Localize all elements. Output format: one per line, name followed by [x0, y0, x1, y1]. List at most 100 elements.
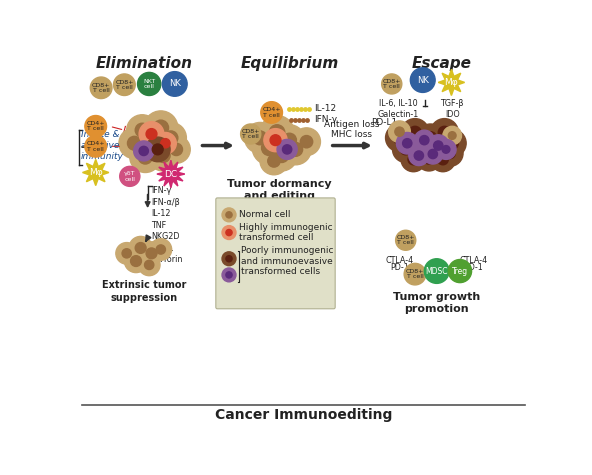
Circle shape: [119, 128, 150, 159]
Circle shape: [260, 102, 282, 123]
Text: Mφ: Mφ: [89, 168, 102, 177]
Circle shape: [85, 115, 107, 137]
Circle shape: [438, 129, 466, 157]
Circle shape: [244, 123, 275, 153]
Circle shape: [222, 226, 236, 239]
Circle shape: [222, 252, 236, 266]
Circle shape: [116, 243, 137, 264]
Text: MDSC: MDSC: [426, 266, 448, 276]
Circle shape: [436, 139, 456, 160]
Circle shape: [430, 119, 458, 146]
Text: Tumor dormancy
and editing: Tumor dormancy and editing: [227, 179, 332, 201]
Circle shape: [226, 229, 232, 236]
Text: NKT
cell: NKT cell: [143, 79, 155, 89]
Circle shape: [226, 212, 232, 218]
Circle shape: [395, 230, 416, 250]
Circle shape: [389, 121, 410, 142]
Circle shape: [127, 115, 157, 145]
Circle shape: [423, 144, 443, 164]
Text: Equilibrium: Equilibrium: [240, 56, 339, 71]
Text: Cancer Immunoediting: Cancer Immunoediting: [215, 408, 392, 422]
Circle shape: [162, 72, 187, 96]
Text: NK: NK: [417, 76, 429, 85]
Circle shape: [428, 150, 437, 159]
Circle shape: [170, 143, 182, 155]
Polygon shape: [157, 160, 185, 188]
Text: CD4+
T cell: CD4+ T cell: [262, 107, 281, 118]
Circle shape: [280, 134, 311, 165]
Circle shape: [417, 124, 445, 152]
Text: PD-L1: PD-L1: [371, 118, 397, 127]
Circle shape: [427, 135, 449, 156]
Circle shape: [240, 124, 260, 144]
Circle shape: [162, 135, 190, 163]
Circle shape: [415, 142, 427, 154]
Text: CD8+
T cell: CD8+ T cell: [92, 83, 110, 93]
Circle shape: [137, 72, 161, 95]
Circle shape: [253, 131, 267, 145]
Text: NK: NK: [169, 79, 181, 88]
Circle shape: [140, 242, 163, 265]
Circle shape: [448, 132, 456, 139]
Circle shape: [122, 249, 131, 258]
Circle shape: [226, 272, 232, 278]
Circle shape: [392, 136, 419, 162]
Circle shape: [226, 256, 232, 262]
Circle shape: [260, 147, 288, 175]
Circle shape: [139, 254, 160, 276]
Circle shape: [277, 139, 297, 160]
Circle shape: [135, 243, 146, 253]
Circle shape: [423, 136, 450, 162]
Circle shape: [417, 146, 442, 171]
Text: Escape: Escape: [412, 56, 472, 71]
Circle shape: [262, 140, 277, 155]
Text: IL-6, IL-10
Galectin-1: IL-6, IL-10 Galectin-1: [377, 99, 419, 119]
Circle shape: [146, 248, 157, 259]
Circle shape: [139, 146, 149, 155]
Text: TGF-β
IDO: TGF-β IDO: [440, 99, 464, 119]
Circle shape: [134, 126, 169, 160]
Circle shape: [433, 141, 443, 150]
Circle shape: [445, 148, 455, 159]
Circle shape: [156, 149, 170, 162]
Circle shape: [382, 74, 402, 94]
Circle shape: [144, 135, 159, 151]
Circle shape: [114, 74, 135, 95]
Circle shape: [129, 237, 152, 259]
Circle shape: [264, 129, 287, 152]
Circle shape: [266, 140, 297, 171]
Circle shape: [164, 131, 178, 145]
Text: CD8+
T cell: CD8+ T cell: [242, 129, 260, 139]
Circle shape: [409, 145, 429, 166]
Text: γδT
cell: γδT cell: [124, 171, 136, 181]
Circle shape: [409, 126, 421, 139]
FancyBboxPatch shape: [216, 198, 335, 309]
Text: Mφ: Mφ: [445, 78, 458, 87]
Circle shape: [289, 142, 303, 156]
Circle shape: [414, 151, 423, 160]
Circle shape: [270, 135, 281, 145]
Text: Normal cell: Normal cell: [239, 210, 291, 219]
Circle shape: [134, 141, 154, 161]
Text: CD8+
T cell: CD8+ T cell: [406, 269, 424, 279]
Circle shape: [222, 268, 236, 282]
Text: CD8+
T cell: CD8+ T cell: [397, 235, 415, 246]
Circle shape: [139, 150, 152, 164]
Circle shape: [161, 139, 170, 148]
Circle shape: [408, 154, 419, 165]
Circle shape: [407, 134, 435, 162]
Circle shape: [404, 263, 426, 285]
Text: Highly immunogenic
transformed cell: Highly immunogenic transformed cell: [239, 223, 333, 242]
Circle shape: [155, 123, 186, 153]
Text: Innate &
adaptive
immunity: Innate & adaptive immunity: [81, 130, 124, 161]
Circle shape: [420, 135, 429, 145]
Circle shape: [437, 140, 463, 166]
Circle shape: [410, 68, 435, 93]
Circle shape: [401, 119, 429, 146]
Text: Poorly immunogenic
and immunoevasive
transformed cells: Poorly immunogenic and immunoevasive tra…: [242, 246, 334, 276]
Text: CTLA-4: CTLA-4: [385, 256, 414, 266]
Circle shape: [130, 142, 161, 172]
Circle shape: [146, 129, 157, 139]
Circle shape: [446, 137, 458, 150]
Text: Treg: Treg: [452, 266, 468, 276]
